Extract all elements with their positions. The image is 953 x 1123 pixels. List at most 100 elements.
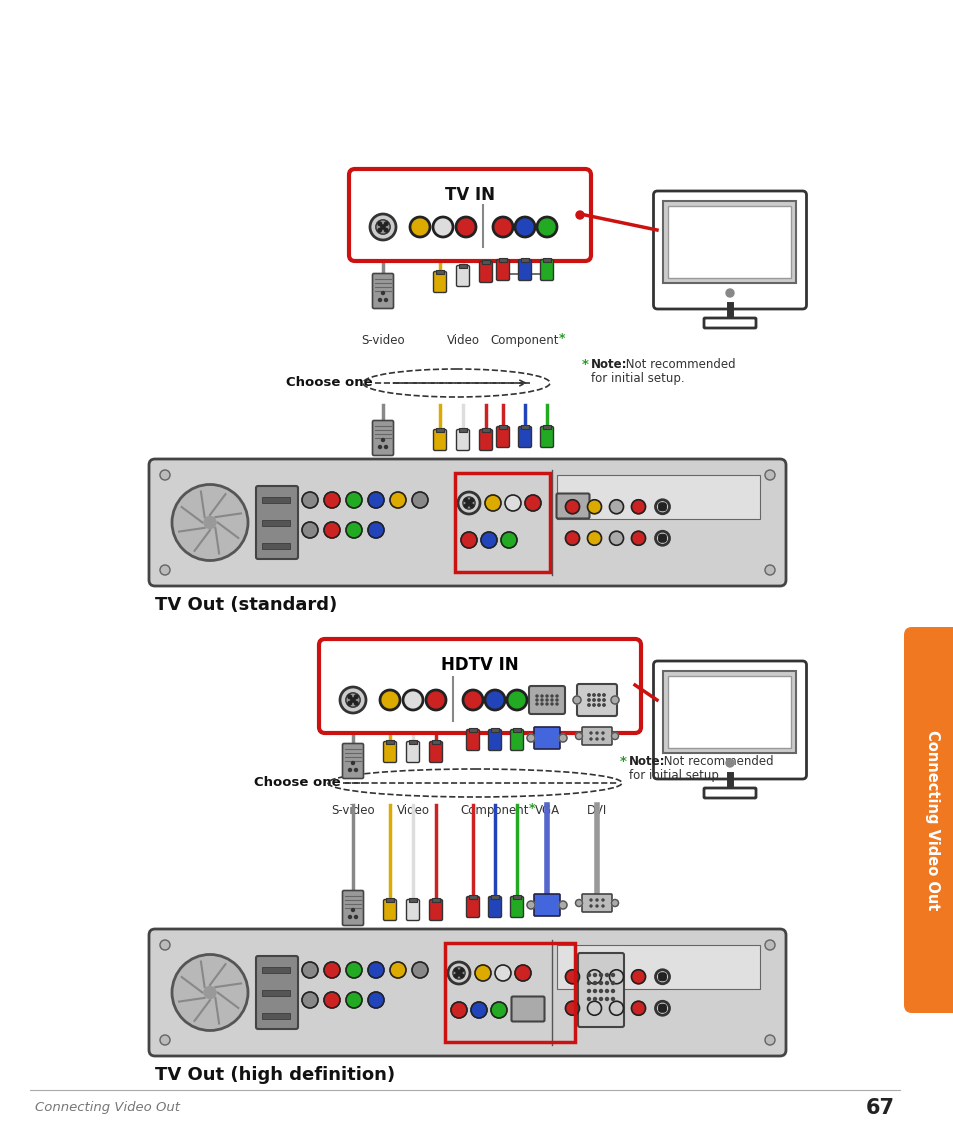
Circle shape	[589, 900, 592, 901]
Circle shape	[655, 500, 669, 513]
Circle shape	[462, 497, 475, 509]
Circle shape	[659, 506, 662, 510]
Circle shape	[368, 992, 384, 1008]
FancyBboxPatch shape	[149, 459, 785, 586]
Circle shape	[764, 1035, 774, 1046]
Circle shape	[302, 492, 317, 508]
Circle shape	[346, 992, 361, 1008]
Circle shape	[725, 289, 733, 296]
Text: *: *	[558, 332, 565, 345]
FancyBboxPatch shape	[488, 730, 501, 750]
FancyBboxPatch shape	[703, 788, 755, 798]
Bar	[498, 424, 506, 429]
Text: *: *	[581, 358, 588, 371]
Circle shape	[602, 694, 604, 696]
Circle shape	[602, 699, 604, 701]
Circle shape	[611, 900, 618, 906]
Circle shape	[587, 694, 590, 696]
Circle shape	[378, 446, 381, 448]
Circle shape	[381, 438, 384, 441]
Circle shape	[592, 694, 595, 696]
Circle shape	[556, 703, 558, 705]
FancyBboxPatch shape	[511, 996, 544, 1022]
FancyBboxPatch shape	[255, 956, 297, 1029]
Bar	[542, 258, 551, 262]
Circle shape	[725, 759, 733, 767]
Circle shape	[605, 974, 608, 977]
FancyBboxPatch shape	[496, 427, 509, 447]
Circle shape	[537, 217, 557, 237]
Circle shape	[589, 732, 592, 734]
Circle shape	[204, 517, 215, 529]
Circle shape	[589, 905, 592, 907]
Text: Component: Component	[490, 334, 558, 347]
FancyBboxPatch shape	[255, 486, 297, 559]
FancyBboxPatch shape	[534, 727, 559, 749]
Circle shape	[526, 901, 535, 909]
FancyBboxPatch shape	[429, 741, 442, 763]
Bar	[498, 258, 506, 262]
Bar	[262, 496, 290, 502]
Circle shape	[661, 535, 665, 538]
FancyBboxPatch shape	[534, 894, 559, 916]
Bar	[409, 898, 416, 902]
Circle shape	[462, 690, 482, 710]
Circle shape	[377, 228, 381, 232]
Circle shape	[592, 699, 595, 701]
Text: Not recommended: Not recommended	[621, 358, 735, 371]
FancyBboxPatch shape	[429, 900, 442, 921]
Circle shape	[545, 695, 547, 697]
Circle shape	[659, 975, 664, 979]
FancyBboxPatch shape	[383, 741, 396, 763]
Circle shape	[631, 970, 645, 984]
Circle shape	[610, 696, 618, 704]
Text: for initial setup.: for initial setup.	[590, 372, 684, 385]
FancyBboxPatch shape	[149, 929, 785, 1056]
Text: TV Out (high definition): TV Out (high definition)	[154, 1066, 395, 1084]
FancyBboxPatch shape	[510, 730, 523, 750]
Circle shape	[346, 522, 361, 538]
Bar	[436, 428, 443, 432]
Text: Connecting Video Out: Connecting Video Out	[35, 1102, 180, 1114]
Circle shape	[658, 973, 665, 980]
Bar	[262, 989, 290, 995]
Bar	[262, 967, 290, 973]
FancyBboxPatch shape	[529, 686, 564, 714]
Circle shape	[661, 977, 665, 980]
Circle shape	[471, 1002, 486, 1019]
Circle shape	[575, 732, 582, 740]
Circle shape	[426, 690, 446, 710]
Circle shape	[346, 962, 361, 978]
Circle shape	[587, 982, 590, 985]
Circle shape	[204, 986, 215, 998]
Text: 67: 67	[865, 1098, 894, 1119]
Circle shape	[659, 974, 662, 977]
Circle shape	[598, 704, 599, 706]
Circle shape	[609, 1002, 623, 1015]
Circle shape	[355, 695, 357, 699]
Circle shape	[536, 703, 537, 705]
Circle shape	[764, 940, 774, 950]
Circle shape	[384, 299, 387, 301]
FancyBboxPatch shape	[703, 318, 755, 328]
Bar	[668, 206, 791, 279]
Circle shape	[324, 522, 339, 538]
Circle shape	[381, 292, 384, 294]
FancyBboxPatch shape	[578, 953, 623, 1028]
Circle shape	[475, 965, 491, 982]
Bar	[520, 258, 529, 262]
Circle shape	[593, 982, 596, 985]
Circle shape	[410, 217, 430, 237]
Circle shape	[602, 704, 604, 706]
Circle shape	[565, 531, 578, 546]
Circle shape	[493, 217, 513, 237]
FancyBboxPatch shape	[342, 891, 363, 925]
FancyBboxPatch shape	[479, 429, 492, 450]
Circle shape	[589, 738, 592, 740]
Text: *: *	[529, 802, 535, 815]
Circle shape	[536, 699, 537, 701]
Circle shape	[556, 695, 558, 697]
Circle shape	[587, 1002, 601, 1015]
Circle shape	[598, 699, 599, 701]
Bar	[557, 475, 760, 519]
